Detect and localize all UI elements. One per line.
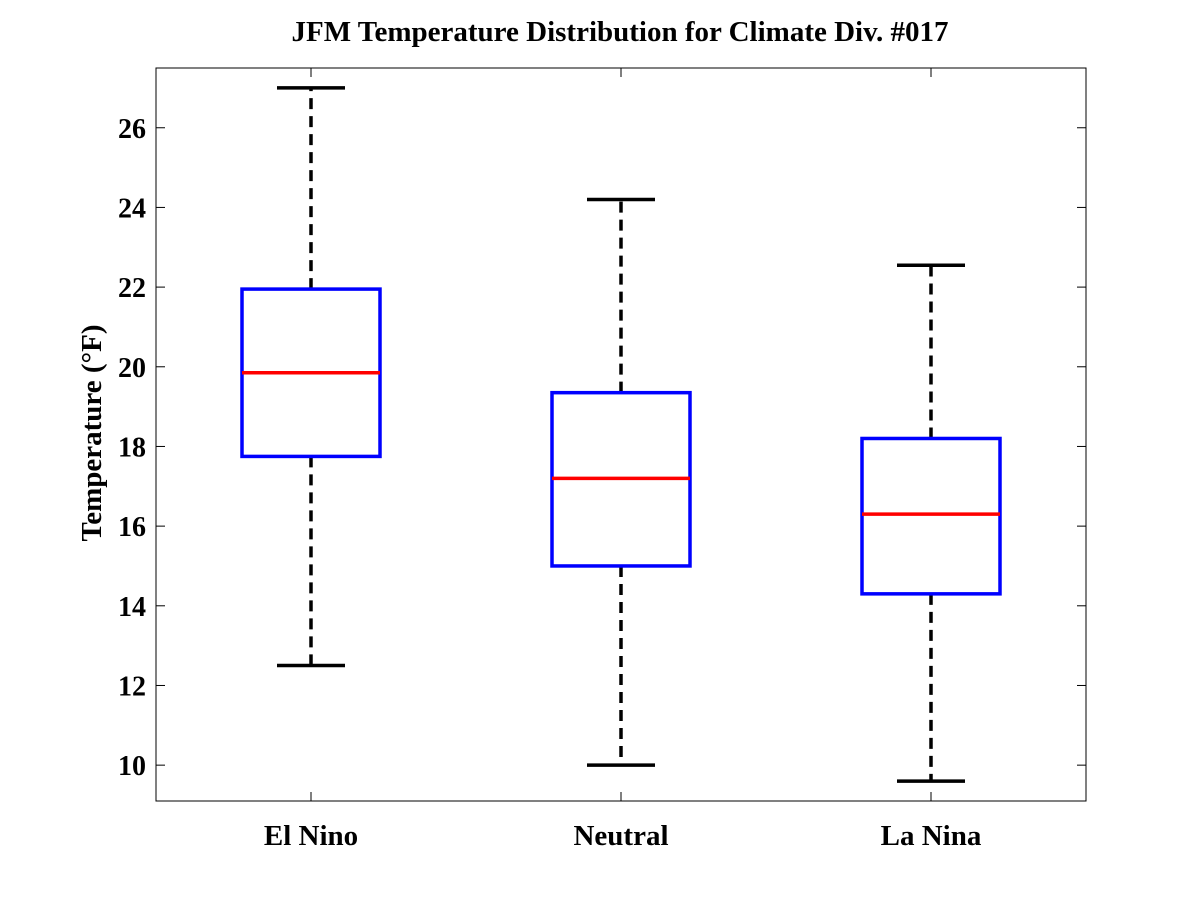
y-tick-label: 26 [118, 114, 146, 145]
x-tick-label: El Nino [264, 820, 358, 852]
box-group [240, 86, 382, 668]
chart-title: JFM Temperature Distribution for Climate… [291, 16, 948, 48]
interquartile-box [860, 436, 1002, 596]
y-axis-label: Temperature (°F) [76, 325, 108, 542]
y-tick-label: 14 [118, 592, 146, 623]
y-tick-label: 18 [118, 432, 146, 463]
y-tick-label: 22 [118, 273, 146, 304]
y-tick-label: 12 [118, 671, 146, 702]
y-axis-ticks: 10 12 14 16 18 20 22 24 26 [118, 114, 1086, 782]
y-tick-label: 16 [118, 512, 146, 543]
x-tick-label: La Nina [881, 820, 982, 852]
boxplot-series [240, 86, 1002, 783]
y-tick-label: 20 [118, 353, 146, 384]
box-group [860, 263, 1002, 783]
box-group [550, 197, 692, 767]
x-tick-label: Neutral [573, 820, 668, 852]
y-tick-label: 10 [118, 751, 146, 782]
x-axis-ticks: El Nino Neutral La Nina [264, 68, 982, 852]
y-tick-label: 24 [118, 193, 146, 224]
